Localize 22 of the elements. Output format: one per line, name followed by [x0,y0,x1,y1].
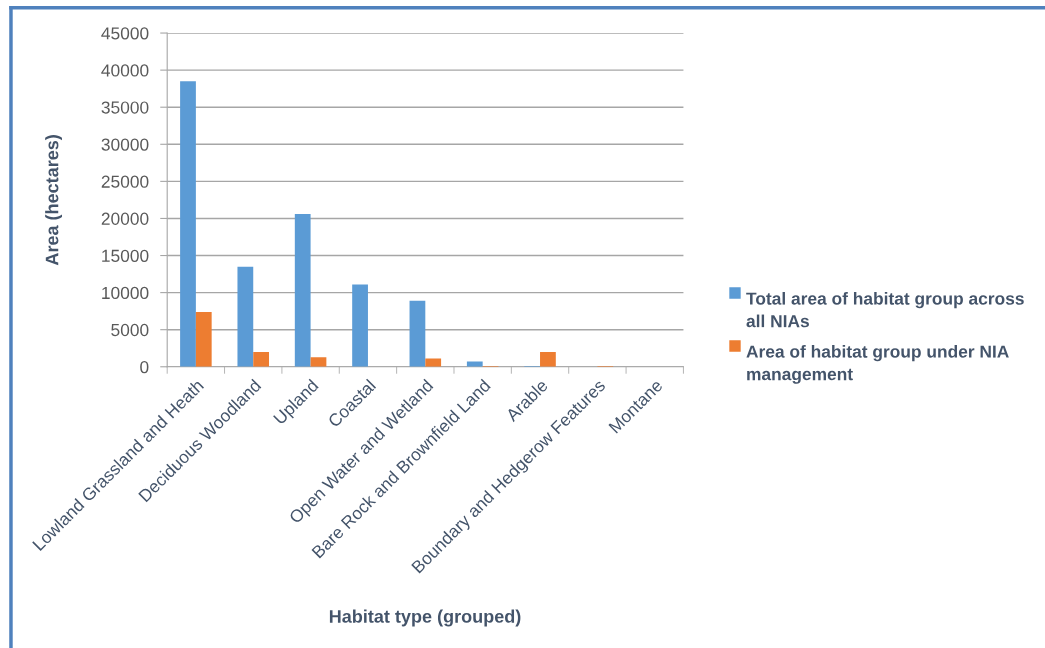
y-tick-label: 35000 [101,101,149,114]
bar [180,81,196,367]
y-tick-label: 45000 [101,27,149,40]
bar [352,284,368,367]
bar [195,311,212,367]
x-axis-title: Habitat type (grouped) [329,609,521,627]
bar [294,214,311,367]
y-tick-label: 40000 [101,64,149,77]
bar [237,266,254,367]
legend-label: Total area of habitat group across all NIAs [746,292,1024,328]
y-tick-label: 0 [140,360,149,374]
y-tick-label: 15000 [102,249,149,262]
bar [409,300,426,367]
y-tick-label: 10000 [102,286,149,300]
bar [253,351,270,367]
y-tick-label: 30000 [101,138,149,151]
legend-label: Area of habitat group under NIA management [746,345,1009,384]
y-tick-label: 20000 [101,212,149,225]
y-tick-label: 5000 [111,323,149,337]
y-axis-title: Area (hectares) [45,135,62,266]
bar [540,351,556,367]
y-tick-label: 25000 [101,175,149,188]
